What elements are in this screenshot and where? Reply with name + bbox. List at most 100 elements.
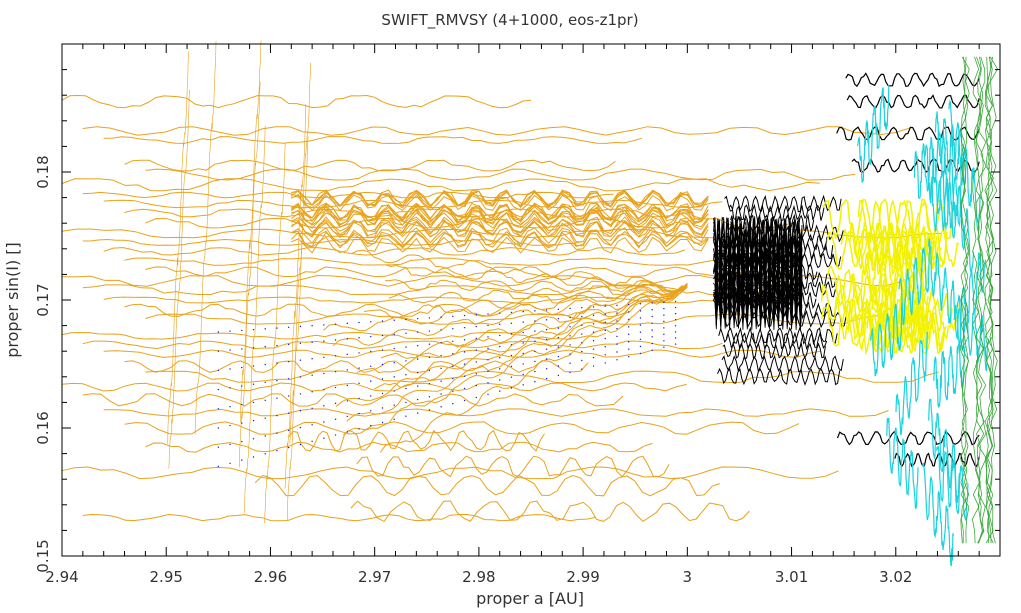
cyan-track [927,238,960,341]
blue-point [534,360,536,363]
orange-track [145,370,939,384]
y-axis-label: proper sin(I) [] [3,242,22,358]
x-tick-label: 3.01 [775,568,808,586]
black-track [721,354,844,374]
orange-track [145,441,653,453]
ticks-layer: 2.94 2.95 2.96 2.97 2.98 2.99 3 3.01 3.02 0.15 0.1… [34,43,1001,586]
blue-point [639,317,642,319]
blue-point [287,360,290,363]
orange-track [288,429,545,452]
blue-point [581,315,583,318]
blue-point [616,312,618,314]
blue-point [581,359,583,362]
blue-point [475,361,477,363]
blue-point [463,326,466,329]
blue-point [569,353,571,355]
blue-point [299,325,302,328]
blue-point [452,353,454,355]
orange-track [82,238,583,246]
blue-point [416,398,419,401]
blue-point [241,422,243,424]
blue-point [241,366,243,369]
blue-point [545,309,548,311]
black-track [845,72,980,88]
y-tick-label: 0.18 [34,155,52,188]
orange-track [254,474,720,497]
blue-point [323,324,325,326]
blue-point [616,359,618,361]
blue-point [663,327,665,329]
blue-point [557,308,560,310]
orange-track [124,421,800,435]
blue-point [616,327,618,330]
blue-point [604,337,606,340]
blue-point [229,405,231,408]
blue-point [545,377,548,380]
blue-point [522,310,524,313]
orange-track [291,209,709,226]
blue-point [334,386,337,389]
x-tick-label: 2.96 [254,568,287,586]
blue-point [299,376,302,378]
cyan-track [913,129,947,199]
blue-point [287,429,290,432]
blue-point [545,338,548,341]
blue-point [334,355,337,357]
blue-point [475,325,477,328]
orange-track [168,89,190,469]
blue-point [287,326,290,328]
blue-point [264,346,266,348]
orange-track [289,62,311,444]
orange-track [380,284,688,359]
blue-point [651,322,653,324]
blue-point [217,427,220,429]
orange-track [61,331,606,340]
orange-track [82,393,624,407]
blue-point [463,314,466,317]
blue-point [581,324,583,326]
blue-point [592,314,595,317]
blue-point [252,328,255,331]
black-track [713,279,803,316]
blue-point [628,311,630,313]
blue-point [581,368,583,370]
blue-point [323,405,325,407]
blue-point [393,404,395,406]
blue-point [252,383,255,385]
blue-point [217,446,220,448]
blue-point [276,397,278,399]
orange-track [291,227,709,245]
blue-point [557,327,560,329]
blue-point [499,312,501,314]
black-track [713,221,803,258]
blue-point [334,370,337,373]
blue-point [323,340,325,342]
orange-track [82,191,614,199]
black-track [836,430,980,446]
blue-point [370,335,372,338]
blue-point [405,401,407,404]
blue-point [229,443,231,446]
blue-point [393,376,395,378]
blue-point [651,309,653,311]
blue-point [499,390,501,392]
blue-point [616,343,618,345]
blue-point [604,345,606,348]
blue-point [522,373,524,376]
blue-point [510,365,513,368]
y-tick-label: 0.16 [34,411,52,444]
blue-point [487,336,489,338]
blue-point [229,330,231,332]
orange-track [264,142,286,524]
black-track [713,267,803,303]
blue-point [416,385,419,387]
blue-point [499,345,501,348]
blue-point [440,316,442,318]
blue-point [346,431,349,433]
blue-point [663,320,665,323]
blue-point [381,334,384,337]
blue-point [639,331,642,333]
blue-point [334,402,337,405]
blue-point [393,333,395,336]
orange-track [373,282,688,390]
